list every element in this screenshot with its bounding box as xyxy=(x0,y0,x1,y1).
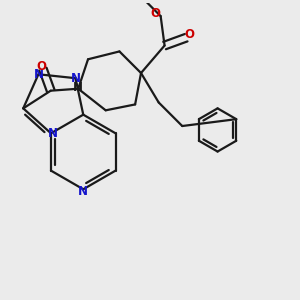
Text: O: O xyxy=(36,60,46,73)
Text: N: N xyxy=(78,185,88,198)
Text: O: O xyxy=(151,7,161,20)
Text: N: N xyxy=(33,68,43,81)
Text: N: N xyxy=(70,72,80,85)
Text: O: O xyxy=(184,28,194,41)
Text: N: N xyxy=(73,81,83,94)
Text: N: N xyxy=(48,127,58,140)
